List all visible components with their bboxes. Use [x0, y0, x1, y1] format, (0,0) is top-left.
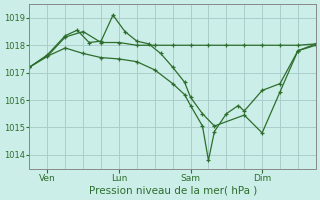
- X-axis label: Pression niveau de la mer( hPa ): Pression niveau de la mer( hPa ): [89, 186, 257, 196]
